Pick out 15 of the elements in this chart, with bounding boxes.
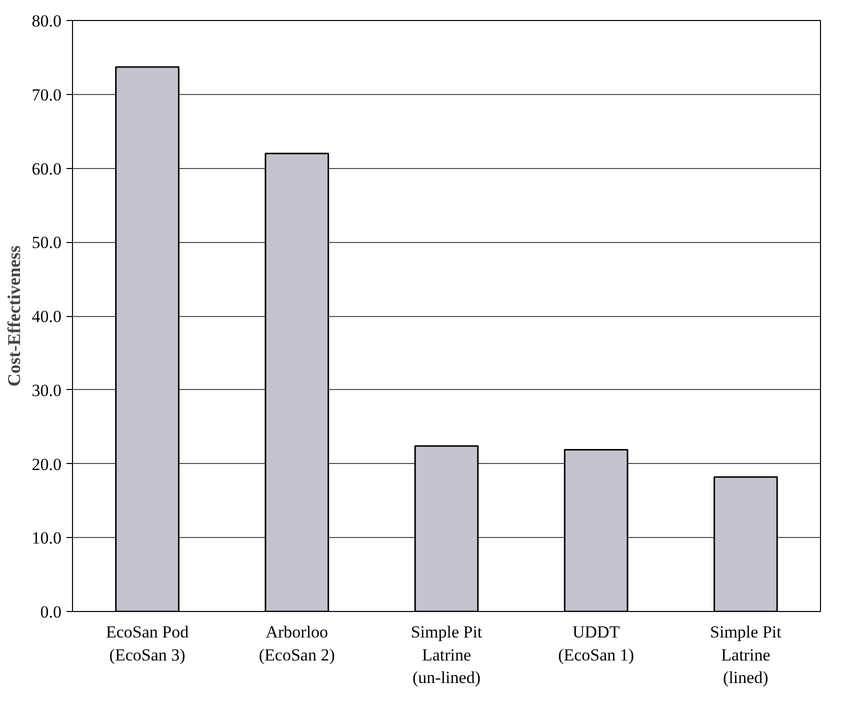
x-tick-label: Arborloo (EcoSan 2) [258, 622, 335, 664]
y-axis-title: Cost-Effectiveness [4, 246, 24, 386]
y-tick-label: 60.0 [32, 159, 62, 178]
y-tick-label: 10.0 [32, 528, 62, 548]
y-tick-label: 30.0 [32, 380, 62, 400]
y-tick-label: 0.0 [40, 602, 62, 622]
x-tick-label: EcoSan Pod (EcoSan 3) [106, 622, 190, 664]
y-tick-label: 50.0 [32, 233, 62, 252]
x-tick-label: Simple Pit Latrine (un-lined) [410, 622, 482, 688]
y-tick-label: 20.0 [32, 454, 62, 474]
x-tick-label: UDDT (EcoSan 1) [558, 622, 634, 664]
y-tick-label: 70.0 [32, 85, 62, 104]
y-tick-label: 80.0 [32, 12, 62, 30]
x-tick-label: Simple Pit Latrine (lined) [710, 622, 782, 688]
y-tick-label: 40.0 [32, 307, 62, 326]
